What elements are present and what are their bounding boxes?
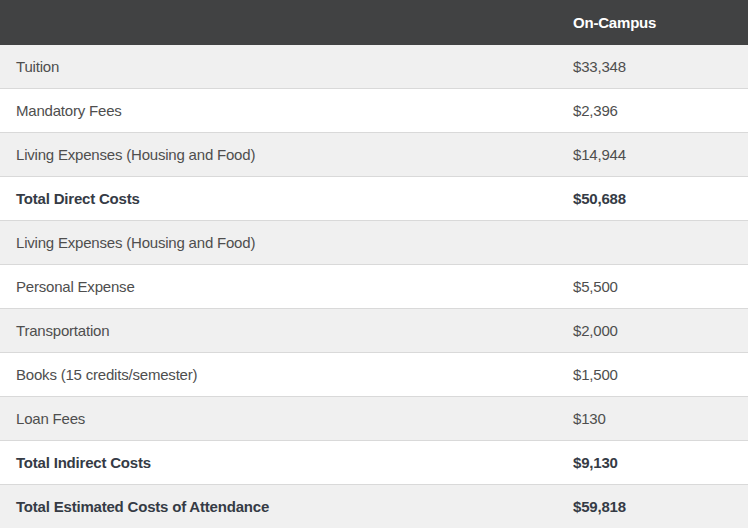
table-header: On-Campus bbox=[0, 0, 748, 45]
row-label: Loan Fees bbox=[0, 397, 557, 441]
row-label: Personal Expense bbox=[0, 265, 557, 309]
row-label: Total Indirect Costs bbox=[0, 441, 557, 485]
row-label: Tuition bbox=[0, 45, 557, 89]
row-value: $2,000 bbox=[557, 309, 748, 353]
header-cell-empty bbox=[0, 0, 557, 45]
header-cell-on-campus: On-Campus bbox=[557, 0, 748, 45]
row-label: Mandatory Fees bbox=[0, 89, 557, 133]
header-row: On-Campus bbox=[0, 0, 748, 45]
row-value: $5,500 bbox=[557, 265, 748, 309]
row-label: Living Expenses (Housing and Food) bbox=[0, 133, 557, 177]
row-value bbox=[557, 221, 748, 265]
row-value: $59,818 bbox=[557, 485, 748, 529]
row-value: $130 bbox=[557, 397, 748, 441]
table-row: Tuition$33,348 bbox=[0, 45, 748, 89]
row-value: $50,688 bbox=[557, 177, 748, 221]
table-row: Books (15 credits/semester)$1,500 bbox=[0, 353, 748, 397]
row-value: $1,500 bbox=[557, 353, 748, 397]
table-row: Mandatory Fees$2,396 bbox=[0, 89, 748, 133]
table-body: Tuition$33,348Mandatory Fees$2,396Living… bbox=[0, 45, 748, 528]
table-row: Transportation$2,000 bbox=[0, 309, 748, 353]
row-label: Books (15 credits/semester) bbox=[0, 353, 557, 397]
row-label: Total Estimated Costs of Attendance bbox=[0, 485, 557, 529]
table-row: Total Indirect Costs$9,130 bbox=[0, 441, 748, 485]
row-value: $9,130 bbox=[557, 441, 748, 485]
costs-of-attendance-table-container: On-Campus Tuition$33,348Mandatory Fees$2… bbox=[0, 0, 748, 531]
table-row: Personal Expense$5,500 bbox=[0, 265, 748, 309]
row-value: $2,396 bbox=[557, 89, 748, 133]
row-label: Total Direct Costs bbox=[0, 177, 557, 221]
table-row: Total Direct Costs$50,688 bbox=[0, 177, 748, 221]
table-row: Living Expenses (Housing and Food)$14,94… bbox=[0, 133, 748, 177]
row-value: $33,348 bbox=[557, 45, 748, 89]
table-row: Living Expenses (Housing and Food) bbox=[0, 221, 748, 265]
row-label: Transportation bbox=[0, 309, 557, 353]
row-label: Living Expenses (Housing and Food) bbox=[0, 221, 557, 265]
table-row: Total Estimated Costs of Attendance$59,8… bbox=[0, 485, 748, 529]
row-value: $14,944 bbox=[557, 133, 748, 177]
costs-of-attendance-table: On-Campus Tuition$33,348Mandatory Fees$2… bbox=[0, 0, 748, 528]
table-row: Loan Fees$130 bbox=[0, 397, 748, 441]
